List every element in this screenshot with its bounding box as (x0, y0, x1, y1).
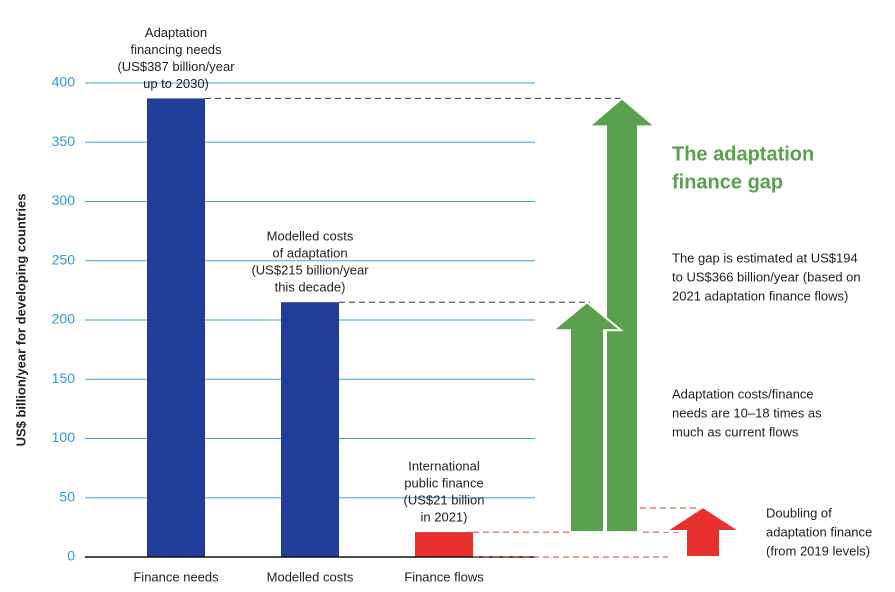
gap-title: The adaptation (672, 143, 814, 165)
y-tick-label: 200 (52, 311, 76, 327)
bar (415, 532, 473, 557)
arrow (550, 300, 624, 534)
bar-label: (US$387 billion/year (117, 59, 235, 74)
y-tick-label: 100 (52, 429, 76, 445)
note: adaptation finance (766, 524, 872, 539)
x-tick-label: Finance flows (404, 569, 484, 584)
y-tick-label: 250 (52, 251, 76, 267)
y-tick-label: 400 (52, 74, 76, 90)
y-tick-label: 150 (52, 370, 76, 386)
bar-label: of adaptation (272, 246, 347, 261)
note: 2021 adaptation finance flows) (672, 288, 848, 303)
bar (281, 302, 339, 557)
y-tick-label: 0 (67, 548, 75, 564)
bar (147, 98, 205, 557)
bar-label: up to 2030) (143, 76, 209, 91)
arrow (586, 97, 658, 534)
bar-label: in 2021) (421, 510, 468, 525)
bar-label: International (408, 459, 480, 474)
note: Doubling of (766, 505, 832, 520)
gap-title: finance gap (672, 171, 783, 193)
note: needs are 10–18 times as (672, 405, 822, 420)
y-tick-label: 50 (59, 488, 75, 504)
note: Adaptation costs/finance (672, 386, 814, 401)
bar-label: this decade) (275, 280, 346, 295)
note: to US$366 billion/year (based on (672, 269, 861, 284)
bar-label: public finance (404, 476, 484, 491)
bar-label: Adaptation (145, 25, 207, 40)
note: The gap is estimated at US$194 (672, 250, 858, 265)
note: much as current flows (672, 424, 799, 439)
x-tick-label: Finance needs (133, 569, 219, 584)
bar-label: (US$21 billion (404, 493, 485, 508)
arrow (662, 505, 744, 558)
bar-label: Modelled costs (267, 229, 354, 244)
x-tick-label: Modelled costs (267, 569, 354, 584)
bar-label: (US$215 billion/year (251, 263, 369, 278)
y-axis-label: US$ billion/year for developing countrie… (13, 194, 28, 447)
note: (from 2019 levels) (766, 543, 870, 558)
y-tick-label: 350 (52, 133, 76, 149)
bar-label: financing needs (130, 42, 222, 57)
y-tick-label: 300 (52, 192, 76, 208)
